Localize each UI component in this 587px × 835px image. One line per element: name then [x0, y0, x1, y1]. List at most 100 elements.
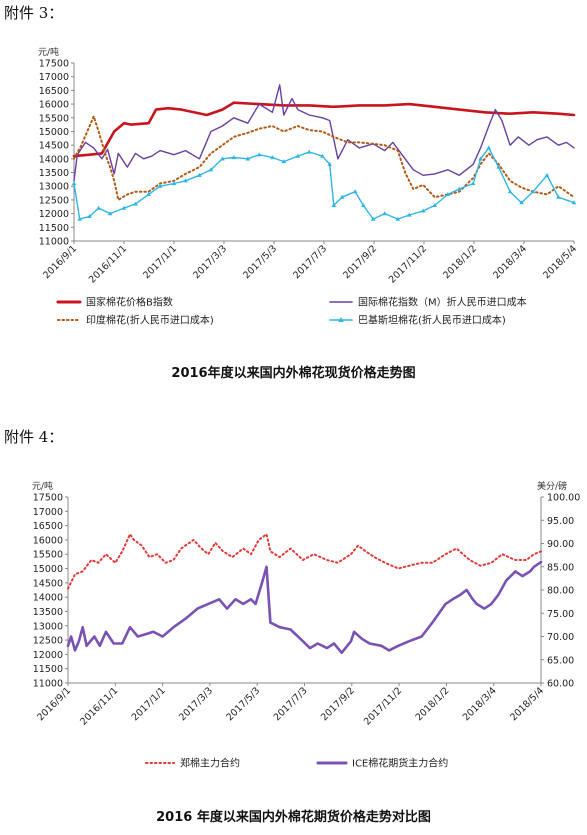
- series-point-3: [420, 208, 426, 213]
- legend-label: ICE棉花期货主力合约: [352, 757, 448, 770]
- series-point-3: [382, 211, 387, 216]
- y-tick-label: 12000: [33, 650, 63, 661]
- series-point-3: [327, 161, 333, 166]
- legend-marker: [338, 317, 344, 322]
- y-tick-label: 12000: [39, 209, 69, 220]
- series-point-3: [361, 203, 366, 207]
- y2-tick-label: 65.00: [547, 655, 574, 666]
- y-tick-label: 15500: [33, 550, 63, 561]
- x-tick-label: 2016/9/1: [41, 243, 79, 281]
- series-point-3: [496, 164, 501, 169]
- y-tick-label: 17000: [39, 72, 69, 83]
- legend-label: 国际棉花指数（M）折人民币进口成本: [358, 296, 527, 309]
- y-tick-label: 14000: [33, 593, 63, 604]
- y-axis-unit: 元/吨: [32, 480, 53, 492]
- series-point-3: [183, 178, 188, 183]
- y-tick-label: 15000: [39, 127, 69, 138]
- series-point-3: [133, 201, 138, 206]
- y-tick-label: 11000: [33, 679, 63, 690]
- series-point-3: [556, 194, 561, 199]
- series-point-3: [432, 203, 437, 207]
- y2-tick-label: 60.00: [547, 679, 574, 690]
- series-point-3: [245, 156, 251, 161]
- y-tick-label: 14000: [39, 154, 69, 165]
- series-point-3: [306, 149, 312, 154]
- x-tick-label: 2017/3/3: [191, 243, 229, 281]
- series-point-3: [96, 205, 101, 210]
- x-tick-label: 2017/7/3: [291, 243, 329, 281]
- series-point-3: [231, 155, 237, 160]
- series-line-0: [72, 101, 576, 158]
- x-tick-label: 2018/3/4: [491, 243, 529, 281]
- y-tick-label: 11000: [39, 237, 69, 248]
- x-tick-label: 2018/1/2: [441, 243, 479, 281]
- futures-price-chart: 元/吨 美分/磅 11000 11500 12000 12500 13000 13500 140…: [32, 480, 580, 770]
- series-point-3: [197, 172, 202, 177]
- y-tick-label: 13500: [39, 168, 69, 179]
- x-tick-label: 2018/3/4: [461, 685, 499, 723]
- legend-entry-3: 巴基斯坦棉花(折人民币进口成本): [329, 314, 506, 327]
- y2-tick-label: 90.00: [547, 539, 574, 550]
- x-tick-label: 2017/9/2: [341, 243, 379, 281]
- y-tick-label: 15000: [33, 564, 63, 575]
- y-tick-label: 16500: [39, 86, 69, 97]
- x-tick-label: 2017/9/2: [319, 685, 357, 723]
- series-point-3: [370, 216, 376, 221]
- legend-label: 郑棉主力合约: [180, 757, 240, 770]
- series-line-0: [67, 533, 542, 590]
- series-point-3: [270, 155, 275, 160]
- series-point-3: [456, 186, 462, 191]
- x-tick-label: 2017/11/2: [362, 685, 404, 727]
- series-point-3: [544, 172, 550, 177]
- y-tick-label: 17500: [33, 493, 63, 504]
- y2-tick-label: 75.00: [547, 609, 574, 620]
- series-point-3: [395, 216, 401, 221]
- x-tick-label: 2017/7/3: [272, 685, 310, 723]
- legend-label: 巴基斯坦棉花(折人民币进口成本): [358, 314, 506, 327]
- series-point-3: [519, 200, 524, 205]
- x-tick-label: 2017/1/1: [141, 243, 179, 281]
- spot-price-chart: 元/吨 11000 11500 12000 12500 13000 13500 14000 14…: [38, 46, 579, 327]
- y-tick-label: 17000: [33, 507, 63, 518]
- series-point-3: [331, 203, 337, 207]
- series-point-3: [530, 189, 536, 194]
- x-tick-label: 2017/5/3: [224, 685, 262, 723]
- y2-tick-label: 80.00: [547, 586, 574, 597]
- y-tick-label: 14500: [33, 578, 63, 589]
- series-point-3: [121, 205, 127, 210]
- series-point-3: [507, 189, 513, 194]
- series-point-3: [470, 181, 476, 186]
- y-tick-label: 11500: [39, 223, 69, 234]
- x-tick-label: 2016/9/1: [35, 685, 73, 723]
- y-tick-label: 14500: [39, 141, 69, 152]
- y-tick-label: 15500: [39, 113, 69, 124]
- legend-label: 印度棉花(折人民币进口成本): [86, 314, 214, 327]
- legend-entry-1: 国际棉花指数（M）折人民币进口成本: [329, 296, 527, 309]
- x-tick-label: 2016/11/1: [87, 243, 129, 285]
- attachment4-heading: 附件 4：: [4, 428, 64, 446]
- series-point-3: [171, 181, 177, 186]
- legend-entry-1: ICE棉花期货主力合约: [316, 757, 448, 770]
- series-point-3: [281, 159, 287, 164]
- y2-tick-label: 70.00: [547, 632, 574, 643]
- y-tick-label: 13000: [33, 621, 63, 632]
- x-tick-label: 2017/11/2: [387, 243, 429, 285]
- y-tick-label: 12500: [39, 195, 69, 206]
- legend-label: 国家棉花价格B指数: [86, 296, 173, 309]
- chart2-title: 2016 年度以来国内外棉花期货价格走势对比图: [156, 810, 431, 825]
- x-tick-label: 2018/5/4: [508, 685, 546, 723]
- series-point-3: [220, 156, 225, 161]
- y-tick-label: 16000: [39, 100, 69, 111]
- x-tick-label: 2016/11/1: [78, 685, 120, 727]
- x-tick-label: 2018/1/2: [414, 685, 452, 723]
- y-axis-unit: 元/吨: [38, 46, 59, 58]
- x-tick-label: 2018/5/4: [541, 243, 579, 281]
- series-line-2: [73, 115, 575, 201]
- y2-tick-label: 95.00: [547, 516, 574, 527]
- series-point-3: [406, 212, 412, 217]
- series-line-3: [73, 147, 575, 220]
- series-point-3: [256, 152, 262, 157]
- y-tick-label: 11500: [33, 664, 63, 675]
- y-tick-label: 12500: [33, 636, 63, 647]
- series-point-3: [107, 211, 113, 216]
